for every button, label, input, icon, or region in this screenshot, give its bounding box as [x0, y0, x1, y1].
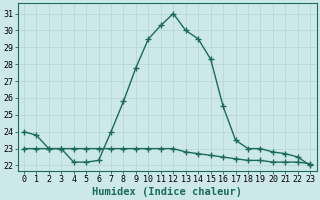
- X-axis label: Humidex (Indice chaleur): Humidex (Indice chaleur): [92, 186, 242, 197]
